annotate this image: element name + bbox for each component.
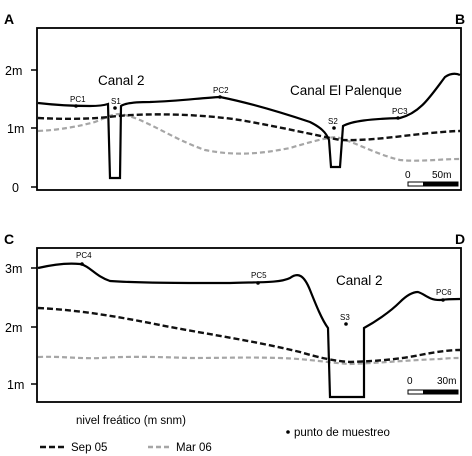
- sample-point: [396, 116, 400, 120]
- canal-label-canal-2: Canal 2: [98, 73, 145, 88]
- sample-point: [74, 104, 78, 108]
- scale-end-label: 50m: [432, 170, 451, 181]
- ground-profile-ab: [37, 72, 461, 180]
- panel-bottom: C D 3m 2m 1m PC4 PC5 S3 PC6 Canal 2 0 30…: [4, 231, 465, 403]
- sample-point: [441, 298, 445, 302]
- sample-point: [80, 262, 84, 266]
- point-label-pc3: PC3: [392, 107, 408, 116]
- point-label-pc2: PC2: [213, 86, 229, 95]
- legend-title: nivel freático (m snm): [76, 415, 186, 427]
- corner-label-c: C: [4, 231, 14, 247]
- canal-label-canal-2: Canal 2: [336, 273, 383, 288]
- panel-bottom-frame: [36, 247, 462, 403]
- sample-point: [113, 106, 117, 110]
- y-tick-label: 1m: [7, 378, 24, 392]
- water-table-mar06: [37, 355, 461, 366]
- canal-label-el-palenque: Canal El Palenque: [290, 83, 402, 98]
- legend-sample-point-icon: [286, 430, 290, 434]
- sample-point: [256, 281, 260, 285]
- water-table-sep05: [37, 306, 461, 364]
- point-label-s2: S2: [328, 117, 338, 126]
- point-label-pc5: PC5: [251, 271, 267, 280]
- y-tick-label: 3m: [5, 262, 22, 276]
- point-label-s3: S3: [340, 313, 350, 322]
- scale-start-label: 0: [407, 376, 413, 387]
- scale-bar-bottom: 0 30m: [407, 376, 459, 395]
- ground-profile-cd: [37, 262, 461, 399]
- point-label-pc1: PC1: [70, 95, 86, 104]
- scale-end-label: 30m: [437, 376, 456, 387]
- sample-point: [344, 322, 348, 326]
- y-tick-label: 0: [12, 181, 19, 195]
- sample-point: [218, 95, 222, 99]
- y-tick-label: 1m: [7, 122, 24, 136]
- scale-start-label: 0: [405, 170, 411, 181]
- corner-label-b: B: [455, 11, 465, 27]
- point-label-s1: S1: [111, 97, 121, 106]
- scale-bar-top: 0 50m: [405, 170, 459, 187]
- legend-label-sep05: Sep 05: [71, 442, 107, 454]
- y-tick-label: 2m: [5, 64, 22, 78]
- point-label-pc6: PC6: [436, 288, 452, 297]
- panel-top-frame: [36, 27, 462, 191]
- water-table-sep05: [37, 113, 461, 142]
- legend-sampling-point-label: punto de muestreo: [294, 427, 390, 439]
- corner-label-d: D: [455, 231, 465, 247]
- panel-top: A B 2m 1m 0 PC1 S1 PC2 S2 PC3 Canal 2 Ca…: [4, 11, 465, 195]
- corner-label-a: A: [4, 11, 14, 27]
- y-tick-label: 2m: [5, 321, 22, 335]
- legend-label-mar06: Mar 06: [176, 442, 212, 454]
- legend: nivel freático (m snm) Sep 05 Mar 06 pun…: [40, 415, 390, 454]
- sample-point: [332, 126, 336, 130]
- point-label-pc4: PC4: [76, 251, 92, 260]
